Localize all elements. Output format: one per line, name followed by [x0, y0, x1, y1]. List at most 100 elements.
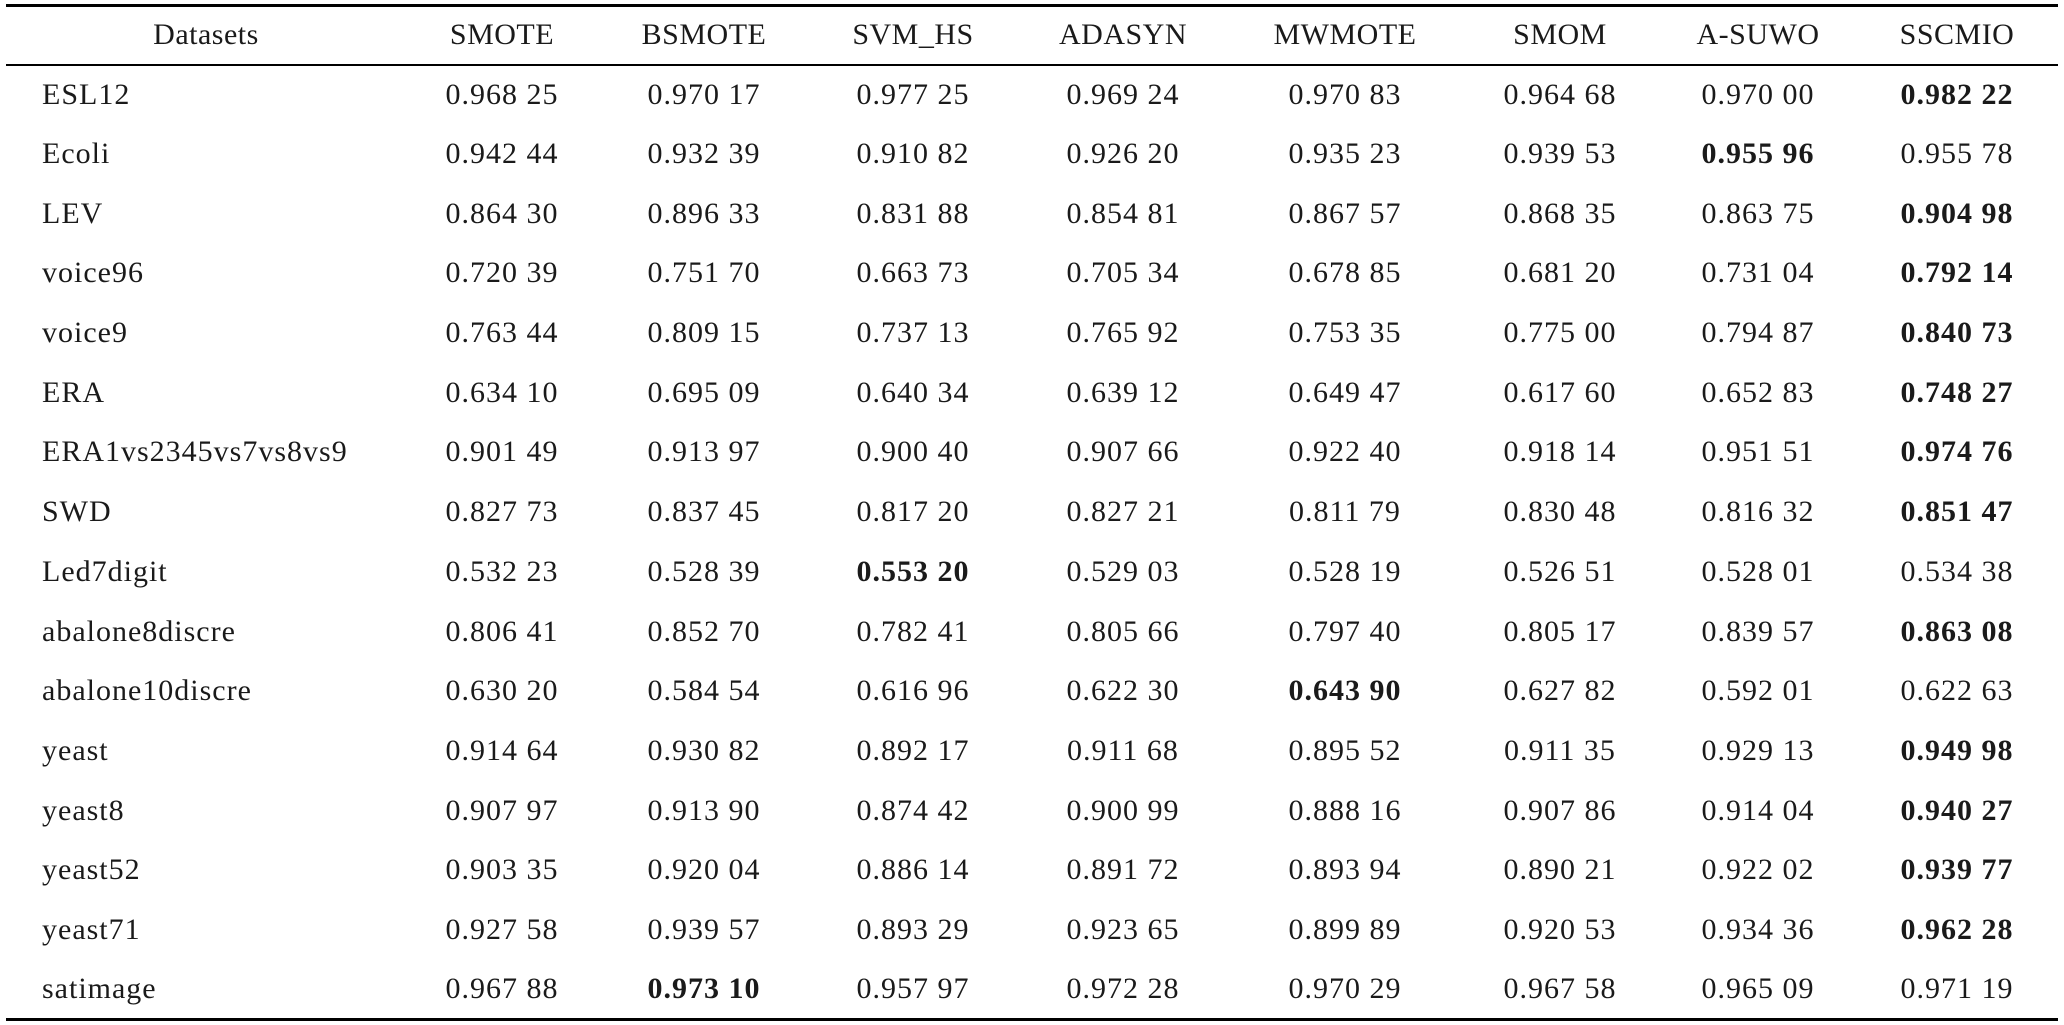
value-cell: 0.837 45	[647, 495, 761, 529]
value-cell: 0.830 48	[1503, 495, 1617, 529]
value-cell: 0.868 35	[1503, 196, 1617, 230]
value-cell: 0.617 60	[1503, 375, 1617, 409]
table-body: ESL12 0.968 25 0.970 17 0.977 25 0.969 24 0.9…	[6, 65, 2058, 1021]
table-row: satimage 0.967 88 0.973 10 0.957 97 0.972 28…	[6, 959, 2058, 1021]
dataset-name: ERA	[42, 375, 105, 409]
value-cell: 0.965 09	[1660, 959, 1856, 1021]
value-cell: 0.532 23	[445, 554, 559, 588]
value-cell: 0.649 47	[1288, 375, 1402, 409]
column-header: A-SUWO	[1660, 4, 1856, 66]
best-value-cell: 0.955 96	[1701, 137, 1815, 171]
dataset-name: yeast71	[42, 912, 141, 946]
value-cell: 0.705 34	[1066, 256, 1180, 290]
dataset-name: LEV	[42, 196, 104, 230]
value-cell: 0.922 40	[1288, 435, 1402, 469]
value-cell: 0.854 81	[1066, 196, 1180, 230]
value-cell: 0.622 30	[1066, 674, 1180, 708]
best-value-cell: 0.748 27	[1900, 375, 2014, 409]
value-cell: 0.914 64	[445, 733, 559, 767]
value-cell: 0.967 58	[1460, 959, 1660, 1021]
value-cell: 0.895 52	[1288, 733, 1402, 767]
value-cell: 0.763 44	[445, 316, 559, 350]
value-cell: 0.918 14	[1503, 435, 1617, 469]
value-cell: 0.964 68	[1503, 77, 1617, 111]
table-row: SWD 0.827 73 0.837 45 0.817 20 0.827 21 0.811…	[6, 482, 2058, 542]
value-cell: 0.900 40	[856, 435, 970, 469]
value-cell: 0.922 02	[1701, 853, 1815, 887]
value-cell: 0.639 12	[1066, 375, 1180, 409]
dataset-name: yeast8	[42, 793, 125, 827]
dataset-name: Ecoli	[42, 137, 111, 171]
value-cell: 0.888 16	[1288, 793, 1402, 827]
column-header: SMOM	[1460, 4, 1660, 66]
table-row: ERA1vs2345vs7vs8vs9 0.901 49 0.913 97 0.900…	[6, 423, 2058, 483]
value-cell: 0.930 82	[647, 733, 761, 767]
value-cell: 0.913 97	[647, 435, 761, 469]
value-cell: 0.970 83	[1288, 77, 1402, 111]
value-cell: 0.652 83	[1701, 375, 1815, 409]
table-row: yeast71 0.927 58 0.939 57 0.893 29 0.923 65 0…	[6, 900, 2058, 960]
best-value-cell: 0.792 14	[1900, 256, 2014, 290]
value-cell: 0.622 63	[1900, 674, 2014, 708]
value-cell: 0.765 92	[1066, 316, 1180, 350]
value-cell: 0.923 65	[1066, 912, 1180, 946]
column-header: Datasets	[6, 4, 406, 66]
dataset-name: abalone8discre	[42, 614, 236, 648]
value-cell: 0.927 58	[445, 912, 559, 946]
header-row: Datasets SMOTE BSMOTE SVM_HS ADASYN MWMOTE SMO…	[6, 4, 2058, 66]
value-cell: 0.955 78	[1900, 137, 2014, 171]
value-cell: 0.907 86	[1503, 793, 1617, 827]
value-cell: 0.627 82	[1503, 674, 1617, 708]
value-cell: 0.900 99	[1066, 793, 1180, 827]
value-cell: 0.528 01	[1701, 554, 1815, 588]
value-cell: 0.939 57	[647, 912, 761, 946]
best-value-cell: 0.939 77	[1900, 853, 2014, 887]
best-value-cell: 0.553 20	[856, 554, 970, 588]
value-cell: 0.528 39	[647, 554, 761, 588]
value-cell: 0.839 57	[1701, 614, 1815, 648]
value-cell: 0.920 53	[1503, 912, 1617, 946]
value-cell: 0.901 49	[445, 435, 559, 469]
value-cell: 0.592 01	[1701, 674, 1815, 708]
value-cell: 0.929 13	[1701, 733, 1815, 767]
value-cell: 0.907 97	[445, 793, 559, 827]
value-cell: 0.751 70	[647, 256, 761, 290]
best-value-cell: 0.973 10	[598, 959, 810, 1021]
value-cell: 0.913 90	[647, 793, 761, 827]
dataset-name: ERA1vs2345vs7vs8vs9	[42, 435, 348, 469]
value-cell: 0.942 44	[445, 137, 559, 171]
table-row: yeast52 0.903 35 0.920 04 0.886 14 0.891 72 0…	[6, 840, 2058, 900]
value-cell: 0.920 04	[647, 853, 761, 887]
value-cell: 0.827 21	[1066, 495, 1180, 529]
value-cell: 0.951 51	[1701, 435, 1815, 469]
table-row: ESL12 0.968 25 0.970 17 0.977 25 0.969 24 0.9…	[6, 65, 2058, 125]
dataset-name: voice9	[42, 316, 128, 350]
value-cell: 0.831 88	[856, 196, 970, 230]
value-cell: 0.616 96	[856, 674, 970, 708]
table-row: voice9 0.763 44 0.809 15 0.737 13 0.765 92 0.…	[6, 303, 2058, 363]
dataset-name: ESL12	[42, 77, 131, 111]
column-header: ADASYN	[1016, 4, 1230, 66]
value-cell: 0.969 24	[1066, 77, 1180, 111]
value-cell: 0.874 42	[856, 793, 970, 827]
best-value-cell: 0.840 73	[1900, 316, 2014, 350]
table-row: voice96 0.720 39 0.751 70 0.663 73 0.705 34 0…	[6, 244, 2058, 304]
best-value-cell: 0.982 22	[1900, 77, 2014, 111]
value-cell: 0.970 29	[1230, 959, 1460, 1021]
value-cell: 0.630 20	[445, 674, 559, 708]
value-cell: 0.753 35	[1288, 316, 1402, 350]
value-cell: 0.914 04	[1701, 793, 1815, 827]
value-cell: 0.957 97	[810, 959, 1016, 1021]
best-value-cell: 0.851 47	[1900, 495, 2014, 529]
value-cell: 0.534 38	[1900, 554, 2014, 588]
value-cell: 0.896 33	[647, 196, 761, 230]
table-row: abalone10discre 0.630 20 0.584 54 0.616 96 0…	[6, 661, 2058, 721]
value-cell: 0.816 32	[1701, 495, 1815, 529]
results-table: Datasets SMOTE BSMOTE SVM_HS ADASYN MWMOTE SMO…	[6, 4, 2058, 1021]
value-cell: 0.893 29	[856, 912, 970, 946]
value-cell: 0.972 28	[1016, 959, 1230, 1021]
value-cell: 0.907 66	[1066, 435, 1180, 469]
value-cell: 0.782 41	[856, 614, 970, 648]
value-cell: 0.528 19	[1288, 554, 1402, 588]
best-value-cell: 0.863 08	[1900, 614, 2014, 648]
